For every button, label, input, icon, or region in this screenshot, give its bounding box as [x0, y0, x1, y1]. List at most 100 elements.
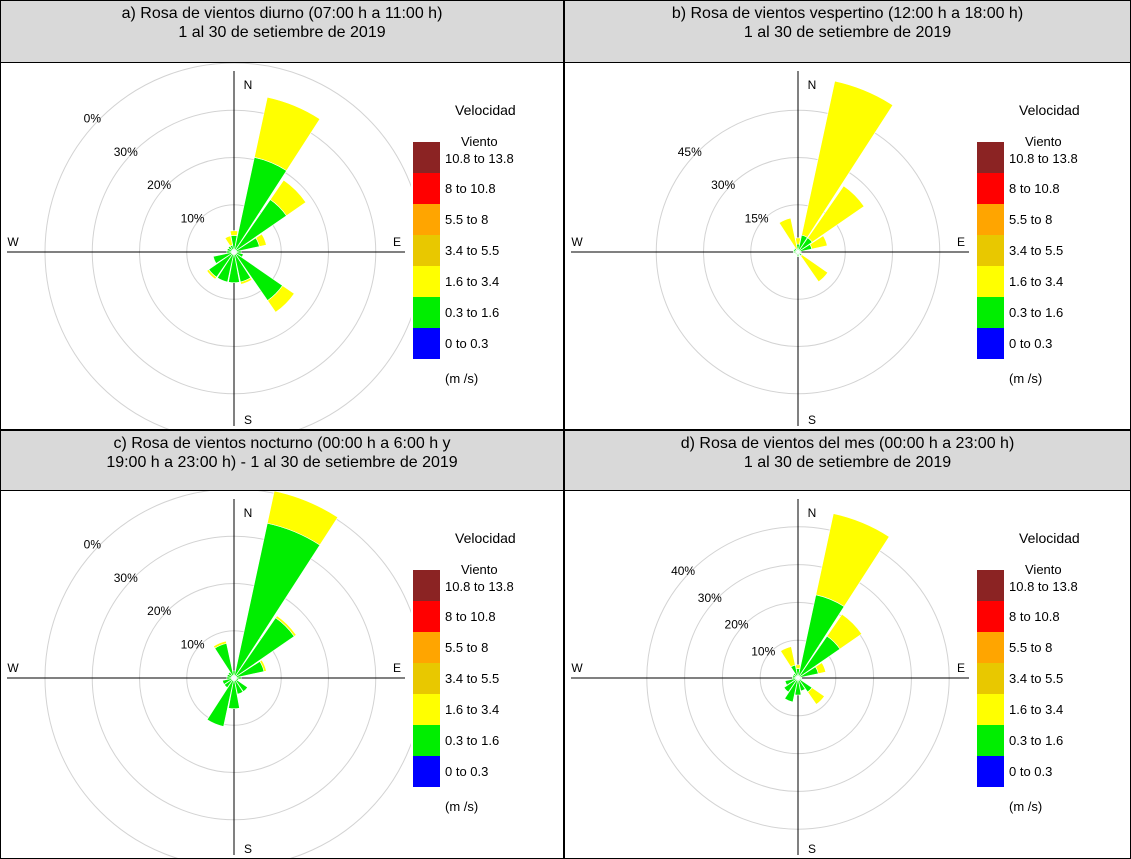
plot-area: 10% 20% 30% 0% N E S W [7, 491, 411, 858]
wedge-nne [266, 491, 339, 546]
panel-title-line: 19:00 h a 23:00 h) - 1 al 30 de setiembr… [106, 454, 458, 471]
wedge-sw [206, 269, 217, 280]
compass-label-n: N [808, 506, 817, 520]
legend-swatch [977, 570, 1004, 601]
legend-swatch [977, 173, 1004, 204]
compass-label-e: E [957, 235, 965, 249]
legend-unit: (m /s) [445, 371, 478, 386]
wind-rose-chart: 10% 20% 30% 0% N E S W Velocidad Viento 10.8 to 13… [7, 63, 516, 429]
panel-title: b) Rosa de vientos vespertino (12:00 h a… [564, 0, 1131, 63]
compass-label-w: W [7, 661, 19, 675]
legend-item: 5.5 to 8 [445, 640, 488, 655]
legend: Velocidad Viento 10.8 to 13.8 8 to 10.8 5.5 … [413, 530, 516, 814]
legend-swatch [413, 142, 440, 173]
ring-label: 30% [114, 145, 138, 159]
panel-title: a) Rosa de vientos diurno (07:00 h a 11:… [0, 0, 564, 63]
wedge-se [267, 285, 295, 313]
legend-swatch [413, 725, 440, 756]
wedge-nnw [778, 217, 798, 250]
wedge-ssw [784, 679, 798, 703]
legend-swatch [977, 297, 1004, 328]
wedge-nne [234, 522, 321, 677]
legend-item: 1.6 to 3.4 [445, 274, 499, 289]
compass-label-s: S [808, 413, 816, 427]
wedge-sw [783, 678, 798, 693]
panel-title-line: c) Rosa de vientos nocturno (00:00 h a 6… [113, 435, 451, 452]
wedge-ne [826, 613, 863, 650]
legend-title: Velocidad [1019, 530, 1080, 546]
legend: Velocidad Viento 10.8 to 13.8 8 to 10.8 5.5 … [413, 102, 516, 386]
legend-title: Velocidad [455, 102, 516, 118]
ring-label: 45% [678, 145, 702, 159]
wedge-nnw [780, 646, 796, 668]
wedge-n [795, 664, 801, 670]
legend-item: 5.5 to 8 [1009, 640, 1052, 655]
compass-label-w: W [571, 661, 583, 675]
wedge-sse [234, 679, 244, 695]
legend-item: 8 to 10.8 [445, 181, 496, 196]
legend-item: 10.8 to 13.8 [445, 151, 514, 166]
wedge-wsw [784, 678, 797, 686]
legend: Velocidad Viento 10.8 to 13.8 8 to 10.8 5.5 … [977, 530, 1080, 814]
legend-item: 3.4 to 5.5 [445, 243, 499, 258]
wedge-se [800, 254, 829, 283]
panel-body: 10% 20% 30% 0% N E S W Velocidad Viento 10.8 to 13… [0, 491, 564, 859]
legend-swatch [977, 601, 1004, 632]
legend-item: 0 to 0.3 [445, 764, 488, 779]
legend-item: 0 to 0.3 [445, 336, 488, 351]
legend-item: 8 to 10.8 [445, 609, 496, 624]
wedge-s [228, 679, 240, 710]
legend-item: 0.3 to 1.6 [1009, 733, 1063, 748]
compass-label-e: E [393, 661, 401, 675]
legend-item: 1.6 to 3.4 [445, 702, 499, 717]
legend-swatch [977, 725, 1004, 756]
legend-swatch [413, 173, 440, 204]
legend-item: 3.4 to 5.5 [445, 671, 499, 686]
panel-body: 10% 20% 30% 40% N E S W Velocidad Viento 10.8 to 1… [564, 491, 1131, 859]
compass-label-s: S [808, 842, 816, 856]
legend-unit: (m /s) [445, 799, 478, 814]
legend-swatch [413, 328, 440, 359]
ring-label: 30% [711, 178, 735, 192]
wedge-ene [815, 662, 827, 674]
ring-label: 15% [745, 212, 769, 226]
compass-label-n: N [244, 78, 253, 92]
ring-label: 10% [181, 638, 205, 652]
plot-area: 15% 30% 45% N E S W [571, 71, 969, 427]
legend-item: 0 to 0.3 [1009, 764, 1052, 779]
legend-swatch [413, 297, 440, 328]
legend-title: Velocidad [455, 530, 516, 546]
legend-item: 10.8 to 13.8 [1009, 579, 1078, 594]
legend-swatch [413, 570, 440, 601]
legend-item: 3.4 to 5.5 [1009, 243, 1063, 258]
legend-swatch [413, 601, 440, 632]
compass-label-e: E [393, 235, 401, 249]
wedge-se [234, 678, 249, 693]
legend-unit: (m /s) [1009, 371, 1042, 386]
compass-label-n: N [244, 506, 253, 520]
wedge-ne [807, 185, 865, 243]
panel-title-line: b) Rosa de vientos vespertino (12:00 h a… [671, 5, 1024, 22]
legend-swatch [413, 756, 440, 787]
ring-label: 0% [84, 111, 102, 125]
legend-subtitle: Viento [461, 134, 498, 149]
legend-unit: (m /s) [1009, 799, 1042, 814]
wedge-ssw [206, 679, 234, 727]
wedge-s [794, 679, 802, 696]
legend-item: 5.5 to 8 [445, 212, 488, 227]
compass-label-s: S [244, 842, 252, 856]
panel-title-line: d) Rosa de vientos del mes (00:00 h a 23… [680, 435, 1015, 452]
wind-rose-panel: b) Rosa de vientos vespertino (12:00 h a… [564, 0, 1131, 430]
legend-subtitle: Viento [461, 562, 498, 577]
legend-swatch [977, 204, 1004, 235]
legend-item: 10.8 to 13.8 [445, 579, 514, 594]
wedge-wsw [212, 252, 233, 264]
wind-rose-panel: a) Rosa de vientos diurno (07:00 h a 11:… [0, 0, 564, 430]
wedge-nne [815, 513, 890, 607]
legend-title: Velocidad [1019, 102, 1080, 118]
compass-label-s: S [244, 413, 252, 427]
wedge-nne [801, 80, 894, 238]
compass-label-n: N [808, 78, 817, 92]
plot-area: 10% 20% 30% 0% N E S W [7, 63, 411, 429]
wedge-nnw [214, 642, 234, 677]
